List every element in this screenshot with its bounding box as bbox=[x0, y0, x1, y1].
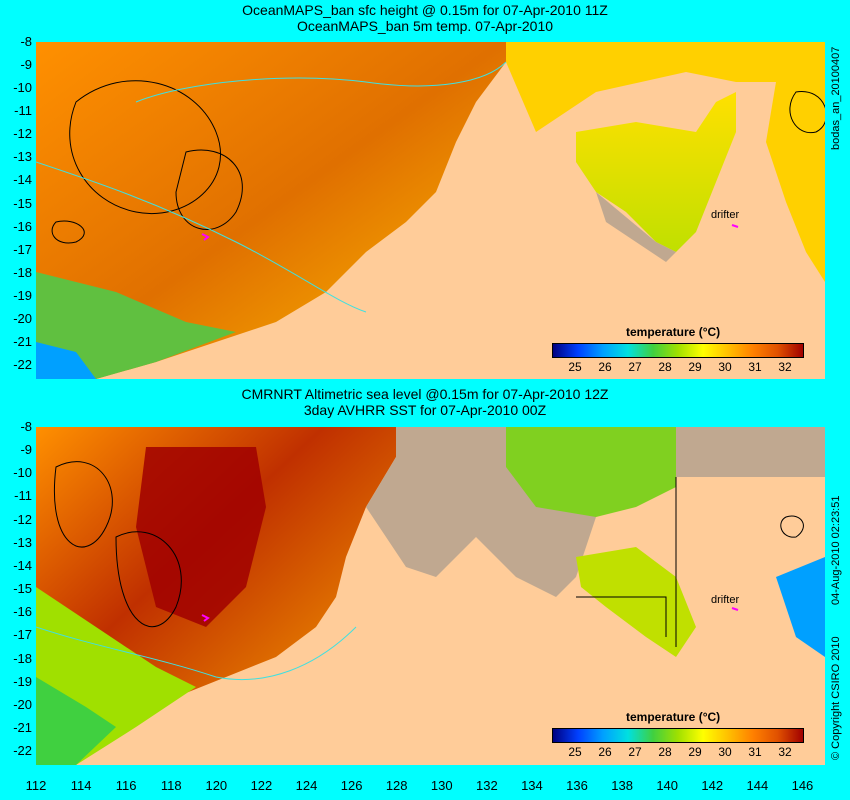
lat-tick: -13 bbox=[13, 149, 32, 165]
colorbar-tick-bottom: 25 bbox=[568, 745, 582, 759]
lat-tick: -8 bbox=[20, 419, 32, 434]
colorbar-tick-bottom: 29 bbox=[688, 745, 702, 759]
lat-tick: -16 bbox=[13, 218, 32, 234]
lat-tick: -9 bbox=[20, 442, 32, 458]
lon-tick: 126 bbox=[340, 778, 363, 793]
lat-tick: -11 bbox=[14, 103, 32, 119]
drifter-label-top: drifter bbox=[711, 209, 740, 221]
lat-tick: -17 bbox=[13, 241, 32, 257]
lat-tick: -19 bbox=[13, 287, 32, 303]
lat-tick: -20 bbox=[13, 696, 32, 712]
colorbar-top bbox=[552, 343, 804, 358]
lon-tick: 132 bbox=[475, 778, 498, 793]
lat-tick: -19 bbox=[13, 673, 32, 689]
lat-tick: -14 bbox=[13, 557, 32, 573]
lat-tick: -21 bbox=[13, 334, 32, 350]
colorbar-title-bottom: temperature (°C) bbox=[626, 710, 721, 724]
top-title-line1: OceanMAPS_ban sfc height @ 0.15m for 07-… bbox=[242, 2, 608, 18]
lat-tick: -21 bbox=[13, 719, 32, 735]
lat-tick: -10 bbox=[13, 80, 32, 96]
lat-tick: -13 bbox=[13, 534, 32, 550]
lat-tick: -18 bbox=[13, 650, 32, 666]
lat-tick: -11 bbox=[14, 488, 32, 504]
lon-tick: 130 bbox=[430, 778, 453, 793]
top-map-panel: drifter temperature (°C) 25 26 27 28 29 30 31 3… bbox=[36, 42, 825, 379]
colorbar-tick-bottom: 27 bbox=[628, 745, 642, 759]
top-map-svg bbox=[36, 42, 825, 379]
lat-tick: -17 bbox=[13, 627, 32, 643]
lon-tick: 138 bbox=[611, 778, 633, 793]
top-title-line2: OceanMAPS_ban 5m temp. 07-Apr-2010 bbox=[296, 18, 554, 34]
lon-tick: 134 bbox=[521, 778, 543, 793]
lat-tick: -15 bbox=[13, 195, 32, 211]
colorbar-tick-top: 31 bbox=[748, 360, 762, 374]
colorbar-tick-top: 30 bbox=[718, 360, 732, 374]
colorbar-tick-top: 25 bbox=[568, 360, 582, 374]
lon-tick: 116 bbox=[115, 778, 137, 793]
lon-tick: 136 bbox=[566, 778, 588, 793]
colorbar-tick-bottom: 32 bbox=[778, 745, 792, 759]
colorbar-tick-bottom: 31 bbox=[748, 745, 762, 759]
side-label-bottom: 04-Aug-2010 02:23:51 bbox=[830, 495, 842, 605]
lat-tick: -9 bbox=[20, 57, 32, 73]
colorbar-tick-top: 28 bbox=[658, 360, 672, 374]
lat-tick: -12 bbox=[13, 126, 32, 142]
lat-tick: -15 bbox=[13, 581, 32, 597]
lat-tick: -12 bbox=[13, 511, 32, 527]
lat-tick: -22 bbox=[13, 357, 32, 373]
copyright-label: © Copyright CSIRO 2010 bbox=[830, 636, 842, 760]
lon-tick: 118 bbox=[160, 778, 182, 793]
lon-tick: 144 bbox=[746, 778, 769, 793]
lon-tick: 122 bbox=[250, 778, 273, 793]
colorbar-tick-top: 26 bbox=[598, 360, 612, 374]
lat-tick: -16 bbox=[13, 604, 32, 620]
lon-tick: 128 bbox=[385, 778, 408, 793]
lat-tick: -22 bbox=[13, 743, 32, 759]
bottom-title-line2: 3day AVHRR SST for 07-Apr-2010 00Z bbox=[303, 402, 547, 418]
colorbar-tick-top: 27 bbox=[628, 360, 642, 374]
colorbar-title-top: temperature (°C) bbox=[626, 325, 721, 339]
lat-tick: -10 bbox=[13, 465, 32, 481]
colorbar-tick-top: 29 bbox=[688, 360, 702, 374]
bottom-title-line1: CMRNRT Altimetric sea level @0.15m for 0… bbox=[241, 386, 609, 402]
colorbar-tick-top: 32 bbox=[778, 360, 792, 374]
colorbar-bottom bbox=[552, 728, 804, 743]
colorbar-tick-bottom: 30 bbox=[718, 745, 732, 759]
lon-tick: 114 bbox=[70, 778, 92, 793]
lon-tick: 120 bbox=[205, 778, 228, 793]
bottom-map-svg bbox=[36, 427, 825, 765]
lon-tick: 142 bbox=[701, 778, 724, 793]
lat-tick: -8 bbox=[20, 34, 32, 49]
lat-tick: -14 bbox=[13, 172, 32, 188]
lat-tick: -18 bbox=[13, 264, 32, 280]
lon-tick: 112 bbox=[25, 778, 47, 793]
colorbar-tick-bottom: 26 bbox=[598, 745, 612, 759]
lon-tick: 124 bbox=[295, 778, 318, 793]
lon-tick: 146 bbox=[791, 778, 814, 793]
side-label-top: bodas_an_20100407 bbox=[830, 46, 842, 150]
lon-tick: 140 bbox=[656, 778, 679, 793]
bottom-map-panel: drifter temperature (°C) 25 26 27 28 29 30 31 3… bbox=[36, 427, 825, 765]
colorbar-tick-bottom: 28 bbox=[658, 745, 672, 759]
lat-tick: -20 bbox=[13, 310, 32, 326]
drifter-label-bottom: drifter bbox=[711, 594, 740, 606]
